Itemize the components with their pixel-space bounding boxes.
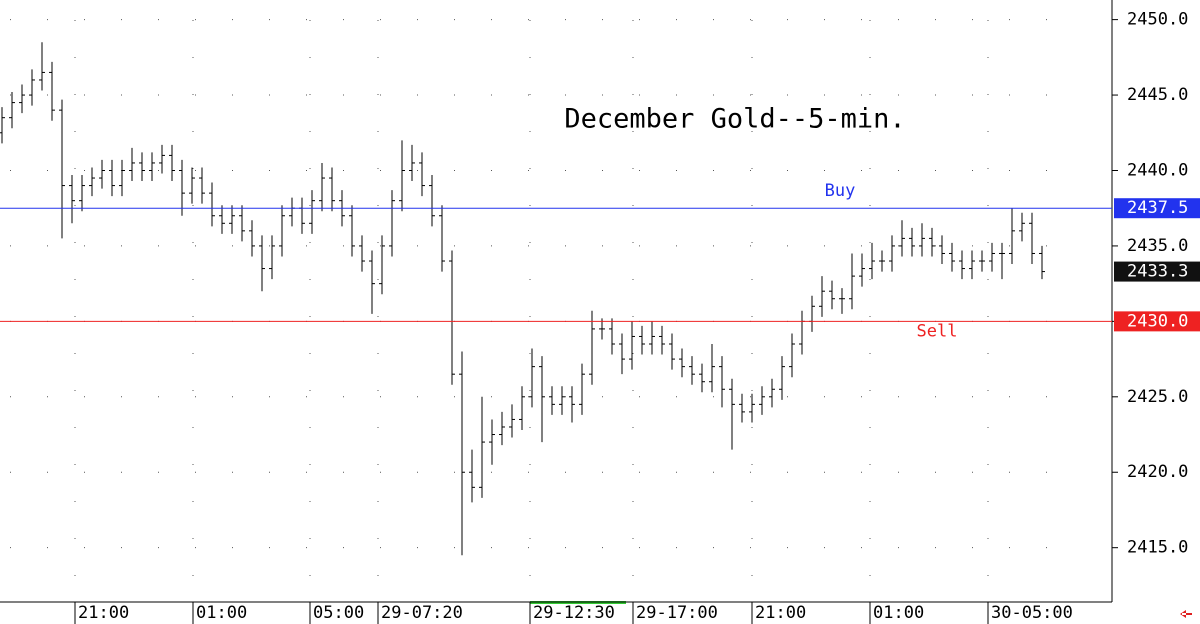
x-tick-label: 29-07:20 [381, 603, 463, 623]
level-name: Sell [917, 321, 958, 341]
y-tick-label: 2425.0 [1127, 387, 1188, 407]
level-badge [1114, 198, 1200, 219]
scroll-arrow[interactable] [1180, 610, 1192, 618]
level-name: Buy [825, 181, 856, 201]
y-tick-label: 2435.0 [1127, 236, 1188, 256]
level-badge-label: 2430.0 [1127, 311, 1188, 331]
x-tick-label: 01:00 [196, 603, 247, 623]
y-tick-label: 2450.0 [1127, 10, 1188, 30]
x-tick-label: 05:00 [313, 603, 364, 623]
level-badge-label: 2437.5 [1127, 198, 1188, 218]
x-tick-label: 30-05:00 [991, 603, 1073, 623]
y-tick-label: 2420.0 [1127, 462, 1188, 482]
x-tick-label: 21:00 [755, 603, 806, 623]
y-tick-label: 2415.0 [1127, 538, 1188, 558]
y-tick-label: 2445.0 [1127, 85, 1188, 105]
last-price-badge [1114, 261, 1200, 282]
y-tick-label: 2440.0 [1127, 160, 1188, 180]
chart-title: December Gold--5-min. [564, 104, 905, 135]
x-tick-label: 29-12:30 [533, 603, 615, 623]
x-tick-label: 29-17:00 [636, 603, 718, 623]
level-badge [1114, 311, 1200, 332]
last-price-label: 2433.3 [1127, 262, 1188, 282]
x-tick-label: 01:00 [873, 603, 924, 623]
x-tick-label: 21:00 [78, 603, 129, 623]
